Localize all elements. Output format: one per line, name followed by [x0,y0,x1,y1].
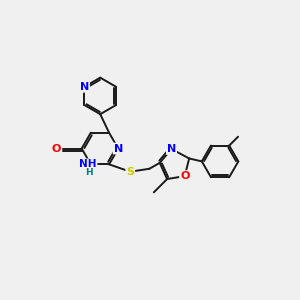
Text: O: O [52,143,61,154]
Text: N: N [80,82,89,92]
Text: N: N [167,144,176,154]
Text: S: S [126,167,134,177]
Text: NH: NH [79,159,97,169]
Text: O: O [180,171,189,181]
Text: H: H [85,168,93,177]
Text: N: N [114,143,123,154]
